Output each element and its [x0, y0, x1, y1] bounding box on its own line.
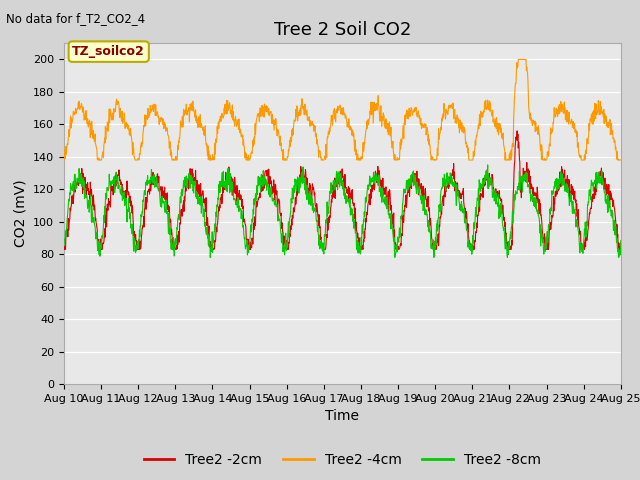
Y-axis label: CO2 (mV): CO2 (mV): [13, 180, 28, 247]
X-axis label: Time: Time: [325, 409, 360, 423]
Legend: Tree2 -2cm, Tree2 -4cm, Tree2 -8cm: Tree2 -2cm, Tree2 -4cm, Tree2 -8cm: [138, 447, 547, 472]
Text: TZ_soilco2: TZ_soilco2: [72, 45, 145, 58]
Title: Tree 2 Soil CO2: Tree 2 Soil CO2: [274, 21, 411, 39]
Text: No data for f_T2_CO2_4: No data for f_T2_CO2_4: [6, 12, 145, 25]
